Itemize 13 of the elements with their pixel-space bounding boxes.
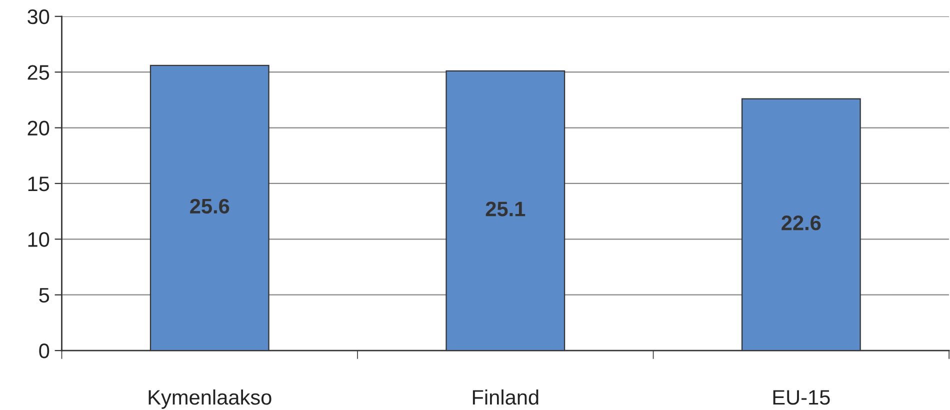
y-tick-label: 10 bbox=[28, 232, 50, 247]
x-tick-label: Finland bbox=[472, 389, 538, 405]
y-tick-label: 30 bbox=[28, 9, 50, 24]
y-tick-label: 15 bbox=[28, 176, 50, 192]
y-tick-label: 5 bbox=[39, 288, 50, 303]
y-tick-label: 0 bbox=[39, 344, 50, 358]
data-label: 25.1 bbox=[486, 202, 526, 216]
data-label: 25.6 bbox=[190, 198, 230, 214]
x-tick-label: EU-15 bbox=[773, 390, 830, 405]
y-tick-label: 20 bbox=[28, 120, 50, 136]
data-label: 22.6 bbox=[782, 216, 821, 230]
x-tick-label: Kymenlaakso bbox=[148, 389, 272, 409]
y-tick-label: 25 bbox=[28, 65, 50, 80]
